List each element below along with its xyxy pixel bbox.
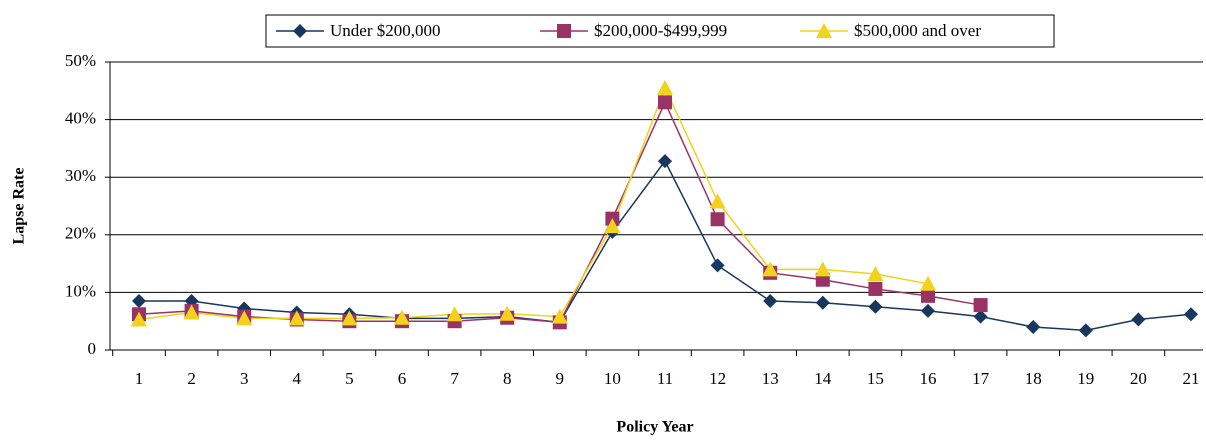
data-point	[921, 303, 935, 318]
y-tick-label: 30%	[65, 166, 96, 185]
data-point	[973, 309, 988, 324]
x-tick-label: 18	[1025, 369, 1042, 388]
data-point	[236, 310, 253, 326]
data-point	[551, 308, 568, 324]
data-point	[921, 288, 935, 303]
x-tick-label: 5	[345, 369, 354, 388]
data-point	[763, 294, 778, 309]
data-point	[341, 310, 358, 326]
x-tick-label: 9	[556, 369, 565, 388]
data-point	[710, 258, 725, 273]
x-tick-label: 6	[398, 369, 407, 388]
legend-marker	[293, 24, 307, 38]
x-tick-label: 4	[293, 369, 302, 388]
series-line	[138, 100, 981, 324]
data-point	[1078, 323, 1093, 338]
data-point	[604, 218, 621, 234]
data-point	[394, 309, 410, 325]
data-point	[657, 79, 673, 95]
data-point	[183, 304, 200, 320]
legend-box	[265, 14, 1055, 48]
x-tick-label: 8	[503, 369, 512, 388]
x-tick-label: 10	[604, 369, 621, 388]
data-point	[658, 154, 672, 169]
y-tick-label: 20%	[65, 224, 96, 243]
x-tick-label: 13	[762, 369, 779, 388]
data-point	[867, 265, 884, 281]
x-tick-label: 17	[972, 369, 990, 388]
x-tick-label: 2	[187, 369, 196, 388]
x-tick-label: 12	[709, 369, 726, 388]
x-tick-label: 7	[450, 369, 459, 388]
x-tick-label: 19	[1077, 369, 1094, 388]
data-point	[658, 95, 672, 110]
x-tick-label: 21	[1183, 369, 1200, 388]
series-line	[138, 85, 929, 321]
data-point	[868, 299, 883, 314]
series-line	[139, 159, 1192, 332]
y-axis-title: Lapse Rate	[11, 168, 28, 245]
data-point	[920, 275, 936, 291]
data-point	[973, 298, 988, 313]
legend-label: $200,000-$499,999	[594, 21, 727, 40]
data-point	[814, 261, 831, 277]
legend-label: $500,000 and over	[854, 21, 981, 40]
x-tick-label: 14	[814, 369, 832, 388]
data-point	[1026, 319, 1041, 334]
x-axis-title: Policy Year	[616, 419, 693, 436]
y-tick-label: 40%	[65, 109, 96, 128]
data-point	[868, 281, 883, 296]
y-tick-label: 50%	[65, 51, 96, 70]
data-point	[499, 305, 516, 321]
legend-marker	[557, 24, 571, 38]
x-tick-label: 1	[135, 369, 144, 388]
legend-marker	[816, 23, 832, 38]
data-point	[446, 306, 463, 322]
data-point	[815, 295, 830, 310]
y-tick-label: 0	[88, 339, 97, 358]
data-point	[288, 310, 305, 326]
data-point	[132, 294, 146, 309]
data-point	[1131, 312, 1146, 327]
x-tick-label: 11	[657, 369, 673, 388]
data-point	[1184, 307, 1198, 322]
data-point	[710, 212, 725, 227]
x-tick-label: 20	[1130, 369, 1147, 388]
x-tick-label: 16	[920, 369, 937, 388]
y-tick-label: 10%	[65, 281, 96, 300]
x-tick-label: 15	[867, 369, 884, 388]
x-tick-label: 3	[240, 369, 249, 388]
data-point	[709, 193, 726, 209]
data-point	[131, 311, 147, 327]
legend-label: Under $200,000	[330, 21, 440, 40]
data-point	[762, 261, 779, 277]
